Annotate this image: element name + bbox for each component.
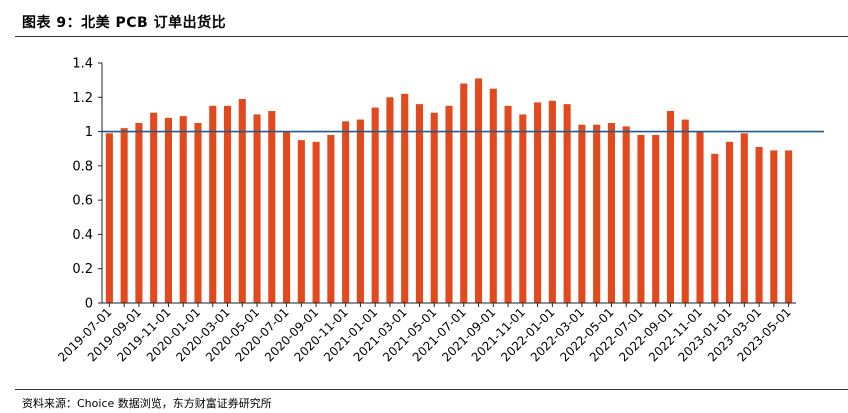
bar: [164, 117, 172, 303]
bar: [179, 116, 187, 303]
bar: [622, 126, 630, 304]
y-axis: 0 0.2 0.4 0.6 0.8 1 1.2 1.4: [72, 57, 103, 312]
bar: [135, 123, 143, 303]
y-tick-label: 0: [85, 297, 93, 312]
y-tick-label: 1.4: [72, 57, 93, 72]
bar: [356, 119, 364, 303]
bar: [150, 112, 158, 304]
bar: [209, 105, 217, 303]
bar: [401, 93, 409, 303]
bar: [666, 111, 675, 303]
bar: [578, 124, 586, 304]
bar: [726, 141, 734, 303]
bar-series: [105, 78, 793, 304]
y-tick-label: 0.8: [72, 159, 93, 174]
bar: [785, 150, 793, 303]
bar: [386, 97, 394, 303]
bar: [283, 131, 291, 303]
bar: [238, 99, 246, 303]
y-tick-label: 0.4: [72, 228, 93, 243]
bar: [593, 124, 601, 304]
y-tick-label: 0.2: [72, 262, 93, 277]
bar: [740, 133, 748, 303]
bar: [489, 88, 497, 304]
bar: [637, 135, 645, 303]
bar: [563, 104, 571, 303]
bar: [534, 102, 542, 304]
bar: [312, 141, 320, 303]
bar: [504, 105, 512, 303]
bar: [371, 107, 379, 303]
bar: [711, 153, 719, 303]
bar: [755, 147, 763, 303]
bar: [297, 140, 305, 303]
bar: [120, 128, 128, 303]
bar: [342, 121, 350, 303]
y-tick-label: 0.6: [72, 194, 93, 209]
source-note: 资料来源：Choice 数据浏览，东方财富证券研究所: [22, 397, 272, 410]
bar: [253, 114, 261, 304]
y-tick-label: 1.2: [72, 91, 93, 106]
bar: [327, 135, 335, 303]
y-tick-label: 1: [85, 125, 93, 140]
bar: [519, 114, 527, 304]
bar: [223, 105, 232, 303]
bar: [548, 100, 556, 304]
bar: [430, 112, 438, 304]
bar: [681, 119, 689, 303]
bottom-rule: [15, 389, 848, 390]
bar: [194, 123, 202, 303]
bar: [445, 105, 453, 303]
bar: [696, 131, 704, 303]
bar: [268, 111, 276, 303]
figure-title: 图表 9：北美 PCB 订单出货比: [22, 15, 227, 31]
bar: [607, 123, 615, 303]
top-rule: [15, 36, 848, 37]
bar: [652, 135, 660, 303]
x-axis: 2019-07-012019-09-012019-11-012020-01-01…: [55, 302, 796, 364]
bar: [770, 150, 778, 303]
bar: [105, 133, 113, 303]
bar: [460, 83, 468, 303]
bar: [415, 104, 424, 303]
bar: [474, 78, 483, 304]
